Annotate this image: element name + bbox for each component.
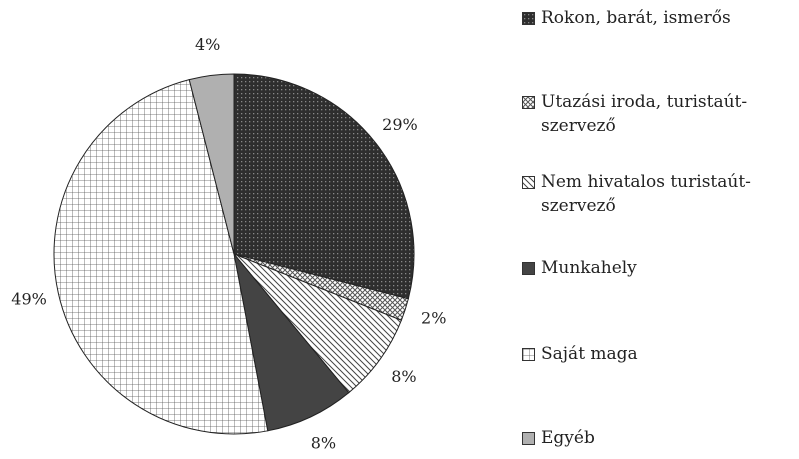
legend-label: Egyéb	[541, 428, 595, 448]
data-label: 49%	[11, 289, 47, 308]
legend-label: Utazási iroda, turistaút-szervező	[541, 92, 748, 136]
legend-item: Saját maga	[522, 342, 792, 366]
legend-label: Saját maga	[541, 344, 638, 364]
legend-swatch	[522, 176, 535, 189]
data-label: 8%	[311, 434, 336, 453]
legend-label: Munkahely	[541, 258, 637, 278]
pie-slice	[233, 253, 403, 394]
data-label: 8%	[391, 367, 416, 386]
legend-swatch	[522, 96, 535, 109]
legend-swatch	[522, 262, 535, 275]
legend-item: Rokon, barát, ismerős	[522, 6, 792, 30]
pie-slice	[233, 73, 415, 300]
data-label: 2%	[421, 308, 446, 327]
legend-label: Rokon, barát, ismerős	[541, 8, 731, 28]
legend-item: Munkahely	[522, 256, 792, 280]
legend-swatch	[522, 432, 535, 445]
legend-item: Utazási iroda, turistaút-szervező	[522, 90, 792, 138]
legend-swatch	[522, 12, 535, 25]
legend-item: Egyéb	[522, 426, 792, 450]
pie-slice	[233, 253, 350, 432]
legend-swatch	[522, 348, 535, 361]
pie-slice	[188, 73, 235, 255]
data-label: 4%	[195, 35, 220, 54]
pie-slice	[53, 79, 269, 435]
legend-label: Nem hivatalos turistaút-szervező	[541, 172, 751, 216]
legend-item: Nem hivatalos turistaút-szervező	[522, 170, 792, 218]
data-label: 29%	[382, 115, 418, 134]
